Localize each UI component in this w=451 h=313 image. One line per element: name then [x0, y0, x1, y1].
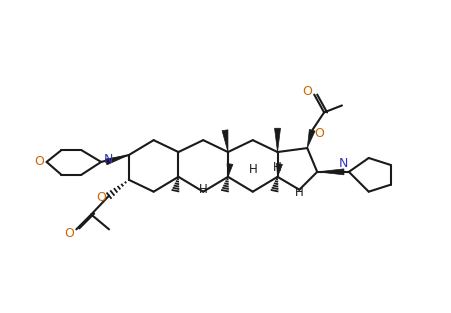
Polygon shape — [105, 155, 129, 165]
Polygon shape — [276, 163, 282, 177]
Text: H: H — [295, 186, 304, 199]
Polygon shape — [307, 130, 315, 148]
Text: H: H — [199, 183, 207, 196]
Text: O: O — [96, 191, 106, 204]
Text: H: H — [249, 163, 257, 177]
Text: O: O — [302, 85, 312, 98]
Polygon shape — [317, 169, 344, 175]
Text: N: N — [338, 157, 348, 171]
Text: O: O — [64, 227, 74, 240]
Text: O: O — [314, 127, 324, 140]
Text: N: N — [103, 153, 113, 167]
Polygon shape — [275, 128, 281, 152]
Text: H: H — [273, 162, 282, 174]
Polygon shape — [227, 163, 233, 177]
Polygon shape — [222, 130, 228, 152]
Text: O: O — [35, 156, 45, 168]
